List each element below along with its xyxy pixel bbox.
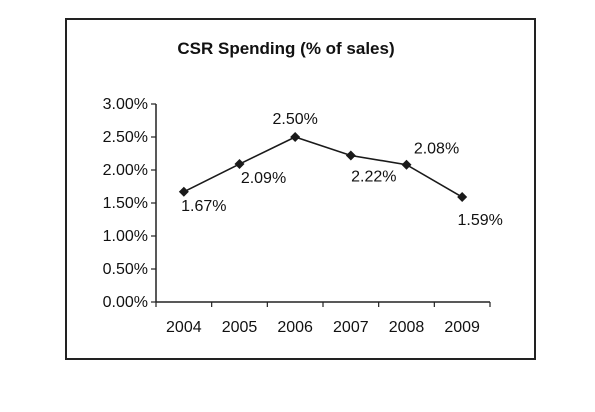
x-tick-label: 2004: [166, 319, 202, 336]
data-labels: 1.67% 2.09% 2.50% 2.22% 2.08% 1.59%: [181, 111, 503, 229]
y-tick-label: 0.00%: [103, 294, 148, 311]
data-point-marker: [345, 150, 356, 161]
y-tick-label: 2.00%: [103, 162, 148, 179]
y-tick-label: 0.50%: [103, 261, 148, 278]
data-label: 1.67%: [181, 198, 226, 215]
chart-title: CSR Spending (% of sales): [177, 39, 394, 58]
x-tick-label: 2009: [444, 319, 480, 336]
y-tick-label: 1.50%: [103, 195, 148, 212]
data-label: 1.59%: [457, 212, 502, 229]
data-point-marker: [290, 132, 301, 142]
data-label: 2.08%: [414, 141, 459, 158]
series-line: [178, 132, 468, 203]
x-tick-label: 2008: [389, 319, 425, 336]
y-tick-label: 2.50%: [103, 129, 148, 146]
data-point-marker: [457, 192, 468, 203]
x-tick-label: 2007: [333, 319, 369, 336]
y-tick-label: 3.00%: [103, 96, 148, 113]
data-label: 2.50%: [272, 111, 317, 128]
x-tick-label: 2005: [222, 319, 258, 336]
data-point-marker: [234, 159, 245, 170]
data-point-marker: [401, 159, 412, 170]
chart-frame: [65, 18, 536, 360]
x-axis-ticks: 2004 2005 2006 2007 2008 2009: [155, 302, 491, 336]
x-tick-label: 2006: [277, 319, 313, 336]
data-label: 2.22%: [351, 168, 396, 185]
data-label: 2.09%: [241, 170, 286, 187]
series-polyline: [183, 136, 463, 198]
data-point-marker: [178, 186, 189, 197]
y-tick-label: 1.00%: [103, 228, 148, 245]
y-axis-ticks: 0.00% 0.50% 1.00% 1.50% 2.00% 2.50% 3.00%: [103, 96, 156, 311]
